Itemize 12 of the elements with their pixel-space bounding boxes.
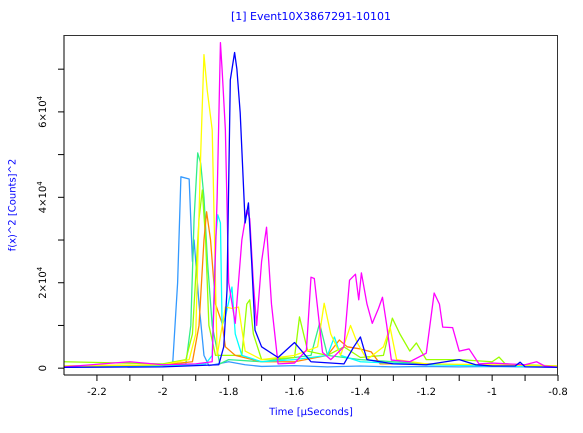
x-axis-title: Time [μSeconds]	[268, 407, 354, 418]
y-tick-label: 0	[38, 364, 49, 372]
x-tick-label: -2	[158, 387, 168, 398]
x-tick-label: -1	[487, 387, 498, 398]
x-tick-label: -1.4	[350, 387, 370, 398]
x-tick-label: -2.2	[87, 387, 107, 398]
x-tick-label: -1.8	[218, 387, 238, 398]
chart-title: [1] Event10X3867291-10101	[230, 10, 392, 23]
y-axis-title: f(x)^2 [Counts]^2	[8, 158, 19, 252]
x-tick-label: -1.6	[284, 387, 304, 398]
x-tick-label: -1.2	[416, 387, 436, 398]
x-tick-label: -0.8	[548, 387, 568, 398]
